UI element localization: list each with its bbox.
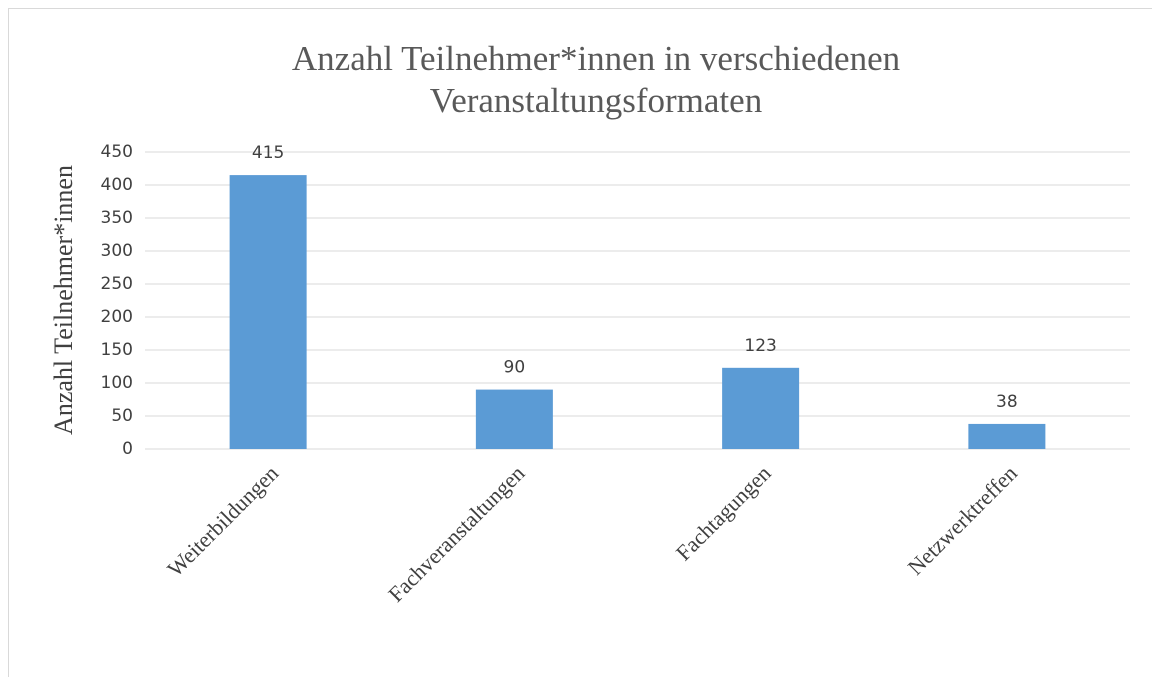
y-axis-label: Anzahl Teilnehmer*innen: [49, 165, 78, 435]
data-label: 123: [744, 336, 776, 356]
x-tick-label: Fachtagungen: [671, 460, 776, 565]
y-tick-label: 450: [101, 142, 133, 162]
chart-title: Anzahl Teilnehmer*innen in verschiedenen…: [291, 39, 901, 120]
data-label: 415: [252, 143, 284, 163]
y-tick-label: 350: [101, 208, 133, 228]
y-tick-label: 0: [122, 439, 133, 459]
bar: [722, 367, 800, 449]
bar: [229, 175, 307, 449]
y-tick-label: 150: [101, 340, 133, 360]
bar: [968, 423, 1046, 449]
bar: [475, 389, 553, 449]
data-label: 38: [996, 392, 1018, 412]
y-tick-label: 300: [101, 241, 133, 261]
y-tick-label: 200: [101, 307, 133, 327]
chart-border: [8, 8, 1152, 677]
y-tick-label: 50: [111, 406, 133, 426]
x-tick-label: Netzwerktreffen: [903, 460, 1022, 579]
y-tick-label: 250: [101, 274, 133, 294]
y-tick-label: 100: [101, 373, 133, 393]
x-tick-label: Weiterbildungen: [162, 460, 283, 581]
data-label: 90: [504, 358, 526, 378]
x-tick-label: Fachveranstaltungen: [383, 460, 529, 606]
y-tick-label: 400: [101, 175, 133, 195]
